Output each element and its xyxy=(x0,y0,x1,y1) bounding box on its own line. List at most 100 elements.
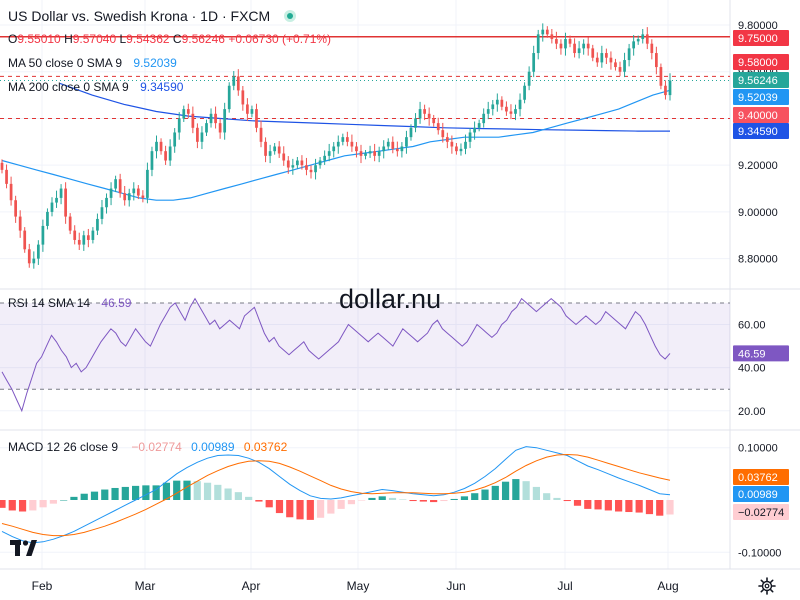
candle-27 xyxy=(123,185,127,206)
candle-12 xyxy=(55,190,58,208)
candle-108 xyxy=(491,100,495,116)
macd-hist-bar-43 xyxy=(440,500,448,502)
macd-hist-bar-17 xyxy=(173,480,181,500)
macd-hist-bar-27 xyxy=(275,500,284,514)
candle-135 xyxy=(614,58,617,71)
candle-body-127 xyxy=(577,48,581,54)
candle-body-115 xyxy=(523,85,526,100)
candles xyxy=(0,23,672,269)
candle-70 xyxy=(318,157,322,169)
candle-87 xyxy=(395,141,399,157)
rsi-legend[interactable]: RSI 14 SMA 14 46.59 xyxy=(8,296,131,310)
candle-36 xyxy=(164,145,167,165)
candle-body-4 xyxy=(18,216,22,231)
candle-52 xyxy=(236,69,240,96)
symbol-title: US Dollar vs. Swedish Krona · 1D · FXCM xyxy=(8,8,271,24)
candle-57 xyxy=(259,120,263,148)
candle-123 xyxy=(559,39,563,55)
macd-hist-bar-30 xyxy=(306,500,314,520)
time-tick-label-0: Feb xyxy=(32,579,53,593)
candle-8 xyxy=(36,240,40,265)
macd-signal-value: 0.03762 xyxy=(243,440,288,454)
macd-hist-bar-16 xyxy=(162,482,171,500)
candle-35 xyxy=(159,138,163,155)
candle-48 xyxy=(218,118,222,139)
candle-body-67 xyxy=(305,165,308,170)
candle-62 xyxy=(282,146,286,166)
tradingview-logo-icon[interactable] xyxy=(10,538,38,560)
macd-hist-bar-6 xyxy=(60,500,68,501)
candle-body-123 xyxy=(559,43,563,49)
candle-145 xyxy=(659,63,663,90)
candle-body-106 xyxy=(482,113,486,124)
candle-23 xyxy=(105,193,108,214)
candle-81 xyxy=(368,145,372,158)
ohlc-close-value: 9.56246 xyxy=(181,32,225,46)
macd-hist-bar-31 xyxy=(316,500,325,518)
macd-hist-bar-65 xyxy=(666,500,674,515)
symbol-header[interactable]: US Dollar vs. Swedish Krona · 1D · FXCM xyxy=(8,8,297,24)
candle-24 xyxy=(109,182,113,206)
macd-hist-bar-26 xyxy=(265,500,273,508)
candle-115 xyxy=(523,82,526,104)
candle-41 xyxy=(186,103,190,119)
candle-body-27 xyxy=(123,193,127,201)
candle-22 xyxy=(100,199,104,225)
candle-body-63 xyxy=(286,160,290,168)
macd-hist-bar-24 xyxy=(245,496,253,500)
candle-83 xyxy=(377,146,381,163)
rsi-line xyxy=(1,297,671,413)
candle-body-99 xyxy=(450,141,454,147)
candle-body-23 xyxy=(105,197,108,208)
candle-9 xyxy=(41,219,45,252)
candle-138 xyxy=(627,43,631,67)
candle-body-111 xyxy=(505,106,508,112)
macd-hist-bar-10 xyxy=(101,489,109,500)
candle-3 xyxy=(14,195,17,223)
candle-29 xyxy=(132,182,136,201)
candle-117 xyxy=(532,45,536,78)
price-badge-resistance-0: 9.75000 xyxy=(733,30,789,46)
candle-6 xyxy=(27,243,31,268)
macd-hist-bar-5 xyxy=(49,500,57,504)
candle-92 xyxy=(418,101,422,124)
time-axis[interactable]: Feb Mar Apr May Jun Jul Aug xyxy=(32,579,679,593)
candle-body-84 xyxy=(382,146,386,152)
candle-body-73 xyxy=(332,146,336,152)
candle-109 xyxy=(495,93,499,112)
candle-99 xyxy=(450,135,454,154)
candle-20 xyxy=(91,227,95,244)
candle-body-51 xyxy=(232,76,236,86)
settings-gear-icon[interactable] xyxy=(758,577,776,595)
ma50-legend[interactable]: MA 50 close 0 SMA 9 9.52039 xyxy=(8,56,177,70)
candle-136 xyxy=(618,61,622,77)
price-axis[interactable]: 9.800009.600009.400009.200009.000008.800… xyxy=(733,20,789,559)
candle-93 xyxy=(423,104,426,121)
candle-body-140 xyxy=(636,39,640,42)
candle-18 xyxy=(82,230,86,251)
ma200-legend[interactable]: MA 200 close 0 SMA 9 9.34590 xyxy=(8,80,183,94)
price-badge-ma200-5: 9.34590 xyxy=(733,123,789,139)
candle-body-30 xyxy=(136,188,140,196)
macd-hist-bar-2 xyxy=(18,500,27,512)
candle-body-145 xyxy=(659,67,663,86)
candle-body-31 xyxy=(141,195,145,198)
candle-119 xyxy=(541,23,545,42)
candle-body-96 xyxy=(436,123,440,131)
candle-body-16 xyxy=(73,230,77,240)
candle-94 xyxy=(427,107,431,126)
candle-56 xyxy=(255,103,258,133)
candle-body-138 xyxy=(627,48,631,61)
candle-125 xyxy=(568,35,572,48)
candle-45 xyxy=(205,119,208,136)
candle-84 xyxy=(382,140,386,159)
candle-body-25 xyxy=(114,179,117,189)
candle-103 xyxy=(468,128,472,149)
candle-body-102 xyxy=(464,141,467,149)
macd-legend[interactable]: MACD 12 26 close 9 −0.02774 0.00989 0.03… xyxy=(8,440,287,454)
macd-hist-bar-56 xyxy=(573,500,582,506)
candle-55 xyxy=(250,105,254,118)
macd-hist-bar-45 xyxy=(460,496,469,500)
macd-hist-bar-52 xyxy=(532,486,540,500)
